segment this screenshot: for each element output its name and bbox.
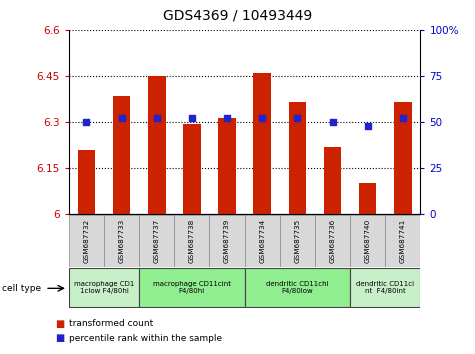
Text: GSM687738: GSM687738 xyxy=(189,218,195,263)
Point xyxy=(364,123,371,129)
Bar xyxy=(323,147,341,214)
FancyBboxPatch shape xyxy=(104,215,139,267)
FancyBboxPatch shape xyxy=(315,215,350,267)
FancyBboxPatch shape xyxy=(139,215,174,267)
Text: GSM687741: GSM687741 xyxy=(400,218,406,263)
FancyBboxPatch shape xyxy=(69,215,104,267)
Point xyxy=(329,119,336,125)
Text: GSM687739: GSM687739 xyxy=(224,218,230,263)
Text: dendritic CD11chi
F4/80low: dendritic CD11chi F4/80low xyxy=(266,281,329,294)
Point xyxy=(258,116,266,121)
FancyBboxPatch shape xyxy=(69,268,139,307)
Text: dendritic CD11ci
nt  F4/80int: dendritic CD11ci nt F4/80int xyxy=(356,281,414,294)
FancyBboxPatch shape xyxy=(245,268,350,307)
Point xyxy=(153,116,161,121)
Text: GSM687732: GSM687732 xyxy=(84,218,89,263)
Text: ■: ■ xyxy=(55,319,64,329)
Bar xyxy=(183,124,200,214)
Point xyxy=(118,116,125,121)
Point xyxy=(223,116,231,121)
Text: percentile rank within the sample: percentile rank within the sample xyxy=(69,333,222,343)
Point xyxy=(83,119,90,125)
Text: GSM687736: GSM687736 xyxy=(330,218,335,263)
Text: transformed count: transformed count xyxy=(69,319,153,329)
Bar xyxy=(359,183,376,214)
FancyBboxPatch shape xyxy=(174,215,209,267)
Bar xyxy=(254,73,271,214)
FancyBboxPatch shape xyxy=(385,215,420,267)
Bar xyxy=(113,96,130,214)
FancyBboxPatch shape xyxy=(280,215,315,267)
Text: cell type: cell type xyxy=(2,284,41,293)
Text: GSM687737: GSM687737 xyxy=(154,218,160,263)
Point xyxy=(294,116,301,121)
FancyBboxPatch shape xyxy=(350,215,385,267)
Point xyxy=(188,116,196,121)
Text: macrophage CD11cint
F4/80hi: macrophage CD11cint F4/80hi xyxy=(153,281,231,294)
Text: ■: ■ xyxy=(55,333,64,343)
Bar xyxy=(148,76,165,214)
Bar xyxy=(394,102,411,214)
Bar xyxy=(289,102,306,214)
Text: GSM687733: GSM687733 xyxy=(119,218,124,263)
Bar xyxy=(218,118,236,214)
Text: GSM687735: GSM687735 xyxy=(294,218,300,263)
Text: GSM687740: GSM687740 xyxy=(365,218,370,263)
Text: GDS4369 / 10493449: GDS4369 / 10493449 xyxy=(163,9,312,23)
Text: macrophage CD1
1clow F4/80hi: macrophage CD1 1clow F4/80hi xyxy=(74,281,134,294)
FancyBboxPatch shape xyxy=(350,268,420,307)
FancyBboxPatch shape xyxy=(245,215,280,267)
Text: GSM687734: GSM687734 xyxy=(259,218,265,263)
FancyBboxPatch shape xyxy=(209,215,245,267)
FancyBboxPatch shape xyxy=(139,268,245,307)
Bar xyxy=(78,150,95,214)
Point xyxy=(399,116,407,121)
